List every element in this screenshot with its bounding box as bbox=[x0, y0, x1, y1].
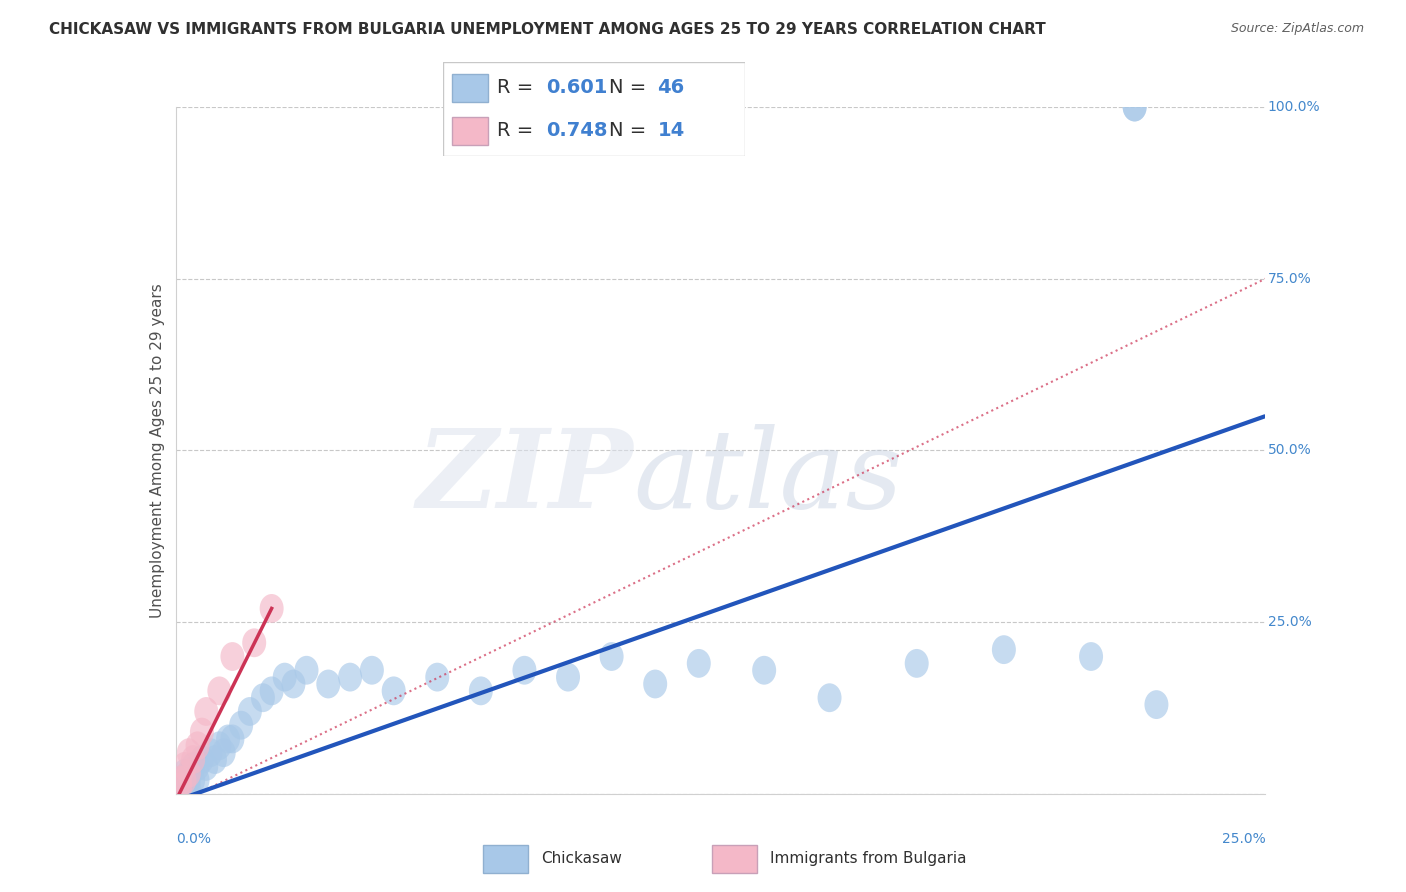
Ellipse shape bbox=[273, 663, 297, 691]
Ellipse shape bbox=[190, 718, 214, 747]
FancyBboxPatch shape bbox=[711, 845, 756, 872]
FancyBboxPatch shape bbox=[482, 845, 527, 872]
Ellipse shape bbox=[186, 765, 209, 795]
Ellipse shape bbox=[752, 656, 776, 685]
Ellipse shape bbox=[177, 765, 201, 795]
Ellipse shape bbox=[360, 656, 384, 685]
Y-axis label: Unemployment Among Ages 25 to 29 years: Unemployment Among Ages 25 to 29 years bbox=[149, 283, 165, 618]
Text: R =: R = bbox=[498, 78, 540, 97]
FancyBboxPatch shape bbox=[451, 74, 488, 102]
Ellipse shape bbox=[686, 649, 711, 678]
Ellipse shape bbox=[202, 745, 226, 774]
Ellipse shape bbox=[177, 739, 201, 767]
Ellipse shape bbox=[817, 683, 842, 712]
Text: 0.748: 0.748 bbox=[546, 121, 607, 140]
Ellipse shape bbox=[555, 663, 581, 691]
Ellipse shape bbox=[207, 676, 232, 706]
Text: R =: R = bbox=[498, 121, 540, 140]
Text: N =: N = bbox=[609, 121, 652, 140]
Text: 46: 46 bbox=[658, 78, 685, 97]
Ellipse shape bbox=[177, 759, 201, 788]
Ellipse shape bbox=[260, 676, 284, 706]
Ellipse shape bbox=[991, 635, 1017, 664]
Text: 25.0%: 25.0% bbox=[1268, 615, 1312, 629]
Ellipse shape bbox=[177, 772, 201, 801]
Text: atlas: atlas bbox=[633, 425, 903, 532]
Ellipse shape bbox=[904, 649, 929, 678]
Text: 50.0%: 50.0% bbox=[1268, 443, 1312, 458]
Ellipse shape bbox=[512, 656, 537, 685]
Ellipse shape bbox=[190, 745, 214, 774]
Ellipse shape bbox=[643, 670, 668, 698]
Ellipse shape bbox=[381, 676, 406, 706]
FancyBboxPatch shape bbox=[451, 117, 488, 145]
Ellipse shape bbox=[1122, 93, 1147, 121]
Ellipse shape bbox=[229, 711, 253, 739]
Ellipse shape bbox=[181, 752, 205, 780]
Text: 25.0%: 25.0% bbox=[1222, 831, 1265, 846]
Text: Source: ZipAtlas.com: Source: ZipAtlas.com bbox=[1230, 22, 1364, 36]
Ellipse shape bbox=[238, 697, 262, 726]
Ellipse shape bbox=[173, 765, 197, 795]
Text: CHICKASAW VS IMMIGRANTS FROM BULGARIA UNEMPLOYMENT AMONG AGES 25 TO 29 YEARS COR: CHICKASAW VS IMMIGRANTS FROM BULGARIA UN… bbox=[49, 22, 1046, 37]
Ellipse shape bbox=[250, 683, 276, 712]
Ellipse shape bbox=[337, 663, 363, 691]
Ellipse shape bbox=[221, 642, 245, 671]
Text: Immigrants from Bulgaria: Immigrants from Bulgaria bbox=[770, 851, 967, 866]
Ellipse shape bbox=[173, 765, 197, 795]
Ellipse shape bbox=[1078, 642, 1104, 671]
Ellipse shape bbox=[468, 676, 494, 706]
Ellipse shape bbox=[194, 697, 218, 726]
Text: 75.0%: 75.0% bbox=[1268, 272, 1312, 285]
Ellipse shape bbox=[177, 759, 201, 788]
Text: 0.0%: 0.0% bbox=[176, 831, 211, 846]
Ellipse shape bbox=[169, 772, 193, 801]
Ellipse shape bbox=[181, 745, 205, 774]
Ellipse shape bbox=[316, 670, 340, 698]
Ellipse shape bbox=[599, 642, 624, 671]
Ellipse shape bbox=[242, 628, 266, 657]
Ellipse shape bbox=[198, 739, 222, 767]
Ellipse shape bbox=[169, 765, 193, 795]
Ellipse shape bbox=[425, 663, 450, 691]
Ellipse shape bbox=[260, 594, 284, 623]
Ellipse shape bbox=[181, 765, 205, 795]
Ellipse shape bbox=[281, 670, 305, 698]
Text: ZIP: ZIP bbox=[416, 425, 633, 532]
Ellipse shape bbox=[212, 739, 236, 767]
FancyBboxPatch shape bbox=[443, 62, 745, 156]
Ellipse shape bbox=[169, 765, 193, 795]
Ellipse shape bbox=[186, 752, 209, 780]
Ellipse shape bbox=[194, 752, 218, 780]
Ellipse shape bbox=[294, 656, 319, 685]
Text: 0.601: 0.601 bbox=[546, 78, 607, 97]
Ellipse shape bbox=[1144, 690, 1168, 719]
Ellipse shape bbox=[173, 772, 197, 801]
Ellipse shape bbox=[207, 731, 232, 760]
Text: Chickasaw: Chickasaw bbox=[541, 851, 621, 866]
Text: 14: 14 bbox=[658, 121, 685, 140]
Ellipse shape bbox=[186, 731, 209, 760]
Ellipse shape bbox=[1122, 93, 1147, 121]
Ellipse shape bbox=[221, 724, 245, 754]
Ellipse shape bbox=[217, 724, 240, 754]
Ellipse shape bbox=[169, 772, 193, 801]
Text: 100.0%: 100.0% bbox=[1268, 100, 1320, 114]
Text: N =: N = bbox=[609, 78, 652, 97]
Ellipse shape bbox=[173, 759, 197, 788]
Ellipse shape bbox=[173, 752, 197, 780]
